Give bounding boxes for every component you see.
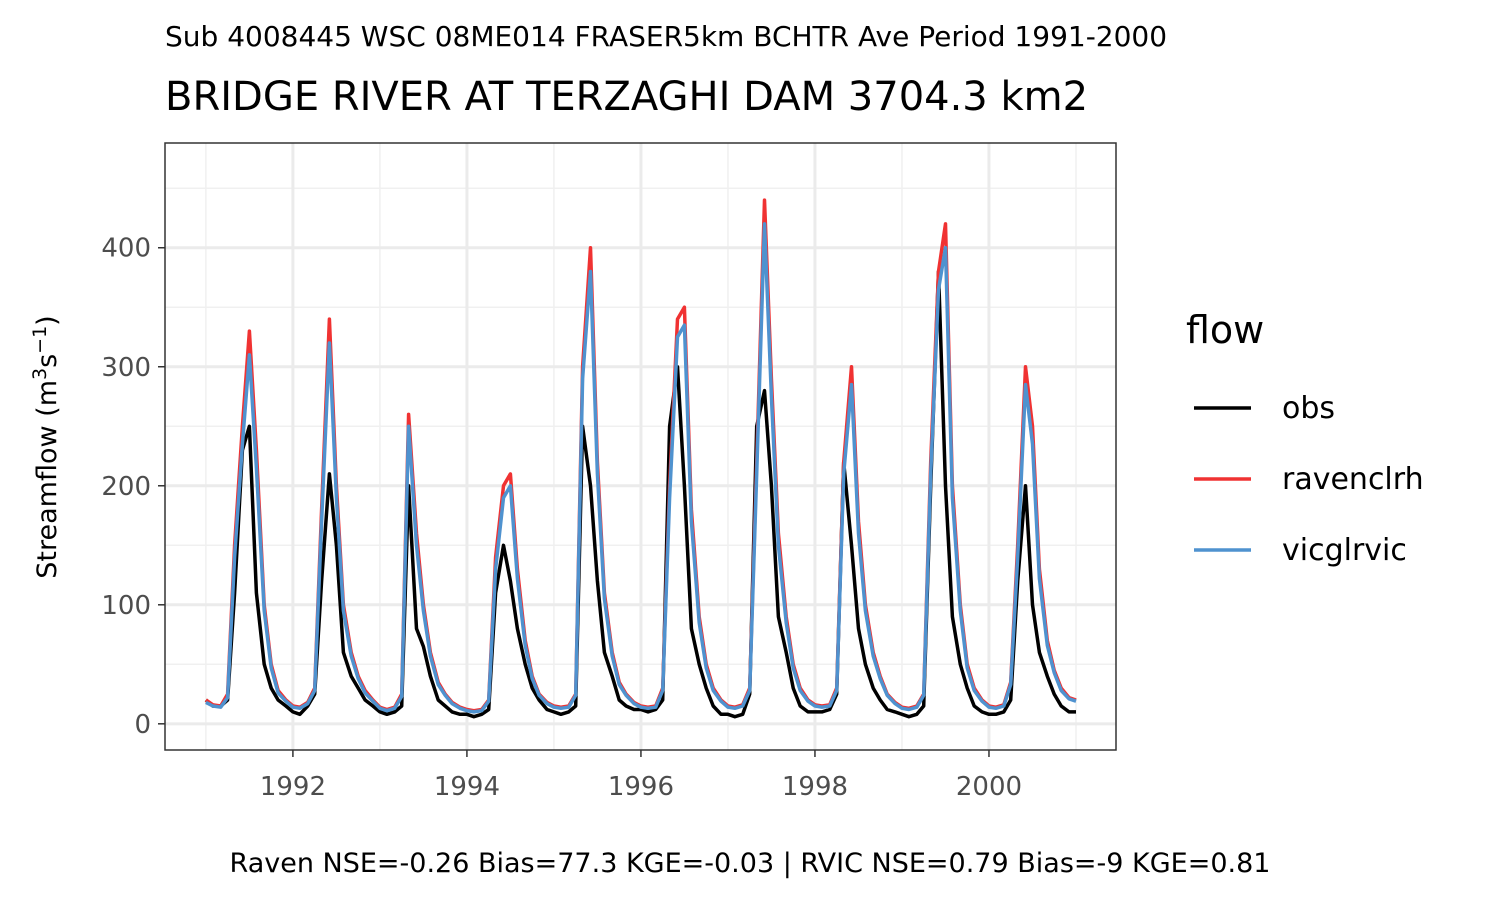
y-axis-label: Streamflow (m3s−1)	[29, 315, 63, 578]
chart-title: BRIDGE RIVER AT TERZAGHI DAM 3704.3 km2	[165, 74, 1088, 120]
x-tick-label: 2000	[956, 772, 1022, 802]
legend-title: flow	[1186, 308, 1264, 352]
annotation: Raven NSE=-0.26 Bias=77.3 KGE=-0.03 | RV…	[230, 848, 1271, 879]
y-tick-label: 300	[101, 353, 151, 383]
legend-label: obs	[1282, 391, 1335, 426]
x-tick-label: 1996	[608, 772, 674, 802]
y-label-sup: −1	[29, 326, 51, 354]
chart-subtitle: Sub 4008445 WSC 08ME014 FRASER5km BCHTR …	[165, 20, 1167, 53]
y-label-part: Streamflow (m	[32, 380, 63, 579]
plot-border	[164, 142, 1117, 751]
y-label-sup: 3	[29, 368, 51, 380]
y-tick-label: 100	[101, 591, 151, 621]
x-tick-label: 1992	[260, 772, 326, 802]
y-label-part: )	[32, 315, 63, 326]
series-line	[205, 222, 1077, 714]
y-label-part: s	[32, 354, 63, 368]
y-tick-label: 400	[101, 234, 151, 264]
legend-label: ravenclrh	[1282, 462, 1424, 497]
x-tick-label: 1998	[782, 772, 848, 802]
x-tick-label: 1994	[434, 772, 500, 802]
y-tick-label: 200	[101, 472, 151, 502]
y-tick-label: 0	[134, 710, 151, 740]
legend-label: vicglrvic	[1282, 533, 1407, 568]
